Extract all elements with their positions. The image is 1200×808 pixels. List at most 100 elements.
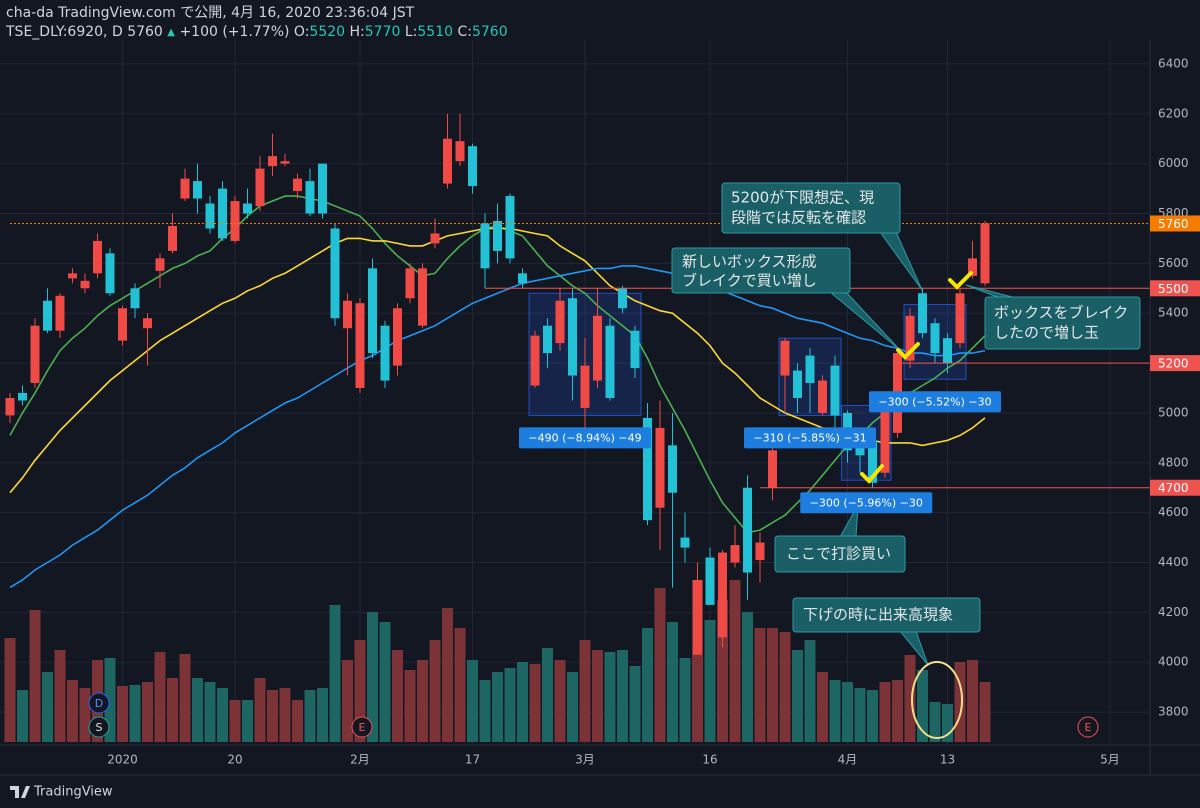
candle-body	[393, 308, 402, 366]
candle-body	[480, 223, 490, 269]
volume-bar	[979, 682, 991, 742]
candle-body	[818, 380, 827, 413]
volume-bar	[454, 628, 466, 742]
volume-layer	[4, 580, 991, 742]
volume-bar	[104, 658, 116, 742]
callout-text: ここで打診買い	[786, 545, 891, 563]
candle-body	[230, 201, 240, 241]
volume-bar	[617, 650, 628, 742]
symbol-line: TSE_DLY:6920, D 5760 ▲ +100 (+1.77%) O:5…	[5, 24, 508, 40]
y-tick-label: 5400	[1158, 306, 1189, 320]
candle-body	[905, 315, 915, 361]
volume-bar	[967, 660, 978, 742]
y-tick-label: 6400	[1158, 56, 1189, 70]
volume-bar	[629, 666, 641, 742]
volume-bar	[504, 668, 516, 742]
volume-bar	[792, 650, 803, 742]
volume-bar	[729, 580, 741, 742]
badge: E	[1077, 716, 1099, 738]
candle-body	[168, 225, 177, 251]
candle-body	[643, 417, 652, 521]
candle-body	[130, 288, 140, 309]
candle-body	[430, 233, 440, 244]
volume-bar	[804, 640, 816, 742]
candle-body	[55, 295, 65, 331]
y-tick-label: 4400	[1158, 555, 1189, 569]
candle-body	[593, 315, 602, 381]
candle-body	[255, 168, 265, 207]
volume-bar	[579, 640, 591, 742]
candle-body	[555, 300, 565, 344]
volume-bar	[17, 690, 28, 742]
volume-bar	[404, 670, 416, 742]
volume-bar	[754, 628, 766, 742]
range-label-bg	[744, 427, 876, 449]
volume-bar	[942, 704, 953, 742]
volume-bar	[117, 686, 128, 742]
volume-bar	[554, 660, 566, 742]
candle-body	[580, 365, 590, 408]
close-label: C:	[457, 24, 472, 40]
volume-bar	[217, 688, 228, 742]
volume-bar	[642, 628, 653, 742]
high-label: H:	[350, 24, 365, 40]
candle-body	[80, 280, 90, 289]
candle-body	[280, 161, 290, 164]
volume-bar	[667, 622, 678, 742]
volume-bar	[54, 650, 66, 742]
candle-body	[955, 293, 965, 344]
candle-body	[193, 181, 202, 199]
candle-body	[655, 427, 665, 508]
range-label: −300 (−5.52%) −30	[878, 395, 991, 408]
y-tick-label: 4000	[1158, 655, 1189, 669]
volume-bar	[867, 690, 878, 742]
badge-text: D	[95, 697, 103, 710]
candle-body	[505, 196, 515, 259]
volume-bar	[479, 680, 491, 742]
candle-body	[755, 542, 765, 561]
volume-bar	[167, 678, 178, 742]
candle-body	[93, 240, 102, 274]
volume-bar	[717, 600, 728, 742]
callout: 下げの時に出来高現象	[792, 597, 981, 666]
volume-bar	[904, 655, 916, 742]
candle-body	[530, 335, 540, 386]
callout-text: 新しいボックス形成	[682, 253, 817, 271]
volume-bar	[829, 680, 841, 742]
candle-body	[718, 552, 727, 638]
volume-bar	[492, 672, 503, 742]
candle-body	[830, 365, 840, 416]
volume-bar	[142, 682, 153, 742]
symbol: TSE_DLY:6920, D	[5, 24, 123, 40]
candle-body	[155, 258, 165, 271]
badge-text: E	[359, 721, 366, 734]
volume-bar	[79, 688, 91, 742]
volume-bar	[192, 678, 203, 742]
candle-body	[668, 445, 677, 493]
y-tick-label: 4600	[1158, 505, 1189, 519]
callout: 新しいボックス形成 ブレイクで買い増し	[671, 247, 901, 351]
candle-body	[43, 300, 52, 331]
price-label: 5760	[1158, 217, 1189, 231]
badge-text: S	[96, 721, 103, 734]
candle-body	[318, 163, 327, 214]
volume-bar	[704, 620, 716, 742]
price-label-bg	[1150, 215, 1200, 232]
price-label-bg	[1150, 280, 1200, 297]
candle-body	[105, 253, 115, 294]
callout-text: ボックスをブレイク	[994, 304, 1128, 322]
range-label: −310 (−5.85%) −31	[753, 431, 866, 444]
price-label-bg	[1150, 355, 1200, 372]
candle-body	[330, 228, 340, 319]
candle-body	[455, 141, 465, 162]
volume-bar	[417, 660, 428, 742]
volume-bar	[442, 608, 453, 742]
callout-text: ブレイクで買い増し	[682, 272, 817, 290]
candle-body	[468, 146, 477, 187]
check-mark	[860, 464, 884, 484]
volume-bar	[279, 688, 291, 742]
candle-body	[543, 325, 552, 354]
candle-body	[205, 203, 215, 229]
volume-bar	[567, 672, 578, 742]
